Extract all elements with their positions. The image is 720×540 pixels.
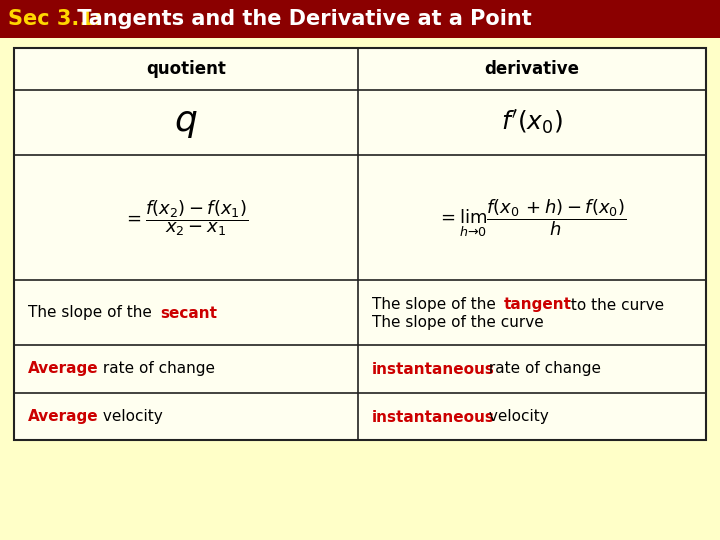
Text: quotient: quotient [146,60,226,78]
Text: to the curve: to the curve [566,298,664,313]
Text: $q$: $q$ [174,106,198,140]
Text: rate of change: rate of change [98,361,215,376]
Text: $=\lim_{h\to 0}\dfrac{f(x_0+h)-f(x_0)}{h}$: $=\lim_{h\to 0}\dfrac{f(x_0+h)-f(x_0)}{h… [437,197,626,239]
Text: The slope of the curve: The slope of the curve [372,314,544,329]
Text: Tangents and the Derivative at a Point: Tangents and the Derivative at a Point [70,9,532,29]
Text: rate of change: rate of change [484,361,601,376]
Text: Sec 3.1:: Sec 3.1: [8,9,102,29]
Text: derivative: derivative [485,60,580,78]
Text: The slope of the: The slope of the [372,298,500,313]
Bar [14,48,706,440]
Text: $=\dfrac{f(x_2)-f(x_1)}{x_2-x_1}$: $=\dfrac{f(x_2)-f(x_1)}{x_2-x_1}$ [123,198,248,238]
Text: The slope of the: The slope of the [28,306,157,321]
Text: instantaneous: instantaneous [372,409,495,424]
Bar [14,48,706,440]
Text: $f'(x_0)$: $f'(x_0)$ [501,109,563,137]
Text: tangent: tangent [504,298,572,313]
Text: velocity: velocity [98,409,163,424]
Bar [0,0,720,38]
Text: velocity: velocity [484,409,549,424]
Text: Average: Average [28,361,99,376]
Text: secant: secant [160,306,217,321]
Text: Average: Average [28,409,99,424]
Text: instantaneous: instantaneous [372,361,495,376]
